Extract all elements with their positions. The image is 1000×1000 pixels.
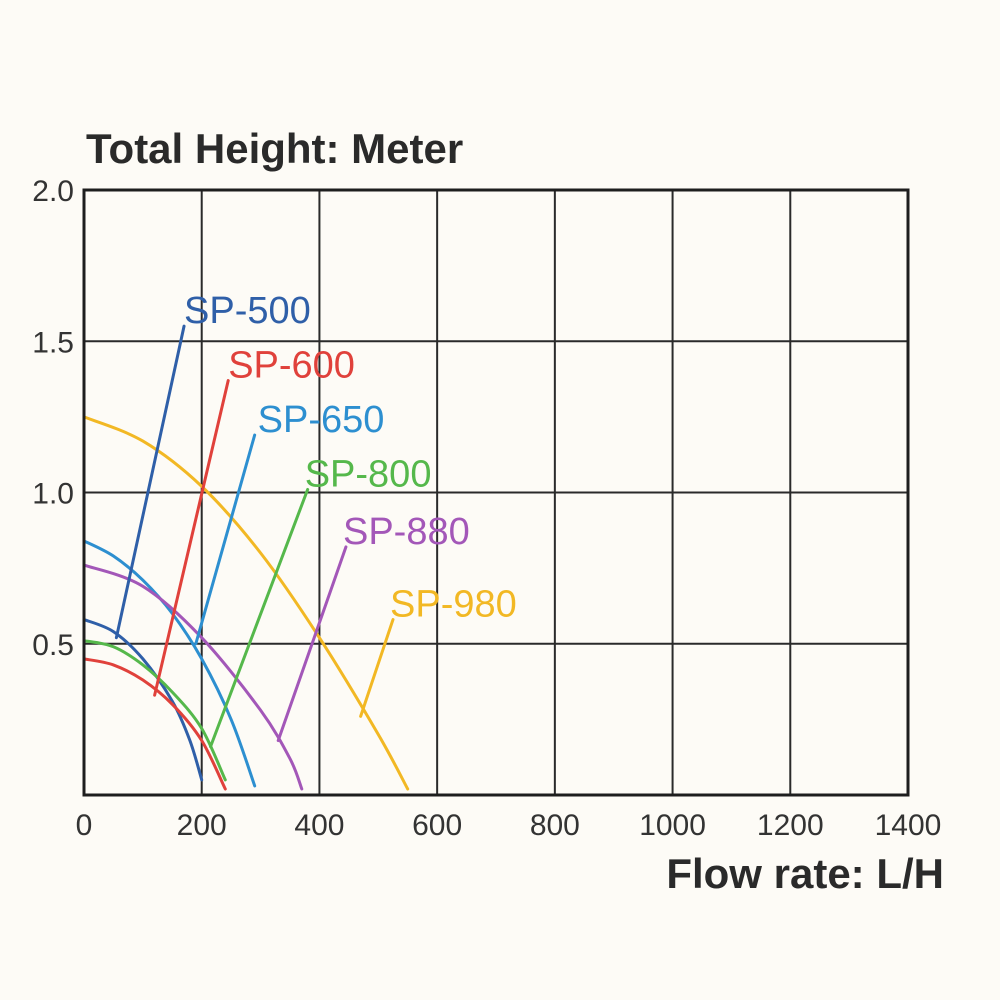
leader-line-sp-800 [209,487,310,749]
leader-line-sp-880 [276,545,348,743]
series-labels: SP-500 SP-600 SP-650 SP-800 SP-880 SP-980 [184,290,517,625]
series-line-sp-600 [82,657,227,791]
x-tick-label: 400 [294,809,344,842]
x-tick-label: 200 [177,809,227,842]
y-tick-label: 1.0 [32,478,74,511]
y-axis-title: Total Height: Meter [86,125,463,172]
series-label-sp-600: SP-600 [228,344,355,386]
y-tick-label: 1.5 [32,326,74,359]
x-tick-label: 1400 [875,809,942,842]
series-label-sp-650: SP-650 [258,399,385,441]
grid-lines [84,190,908,795]
plot-frame [82,188,910,797]
x-tick-label: 1000 [639,809,706,842]
series-label-sp-880: SP-880 [343,511,470,553]
leader-line-sp-600 [153,379,230,697]
x-axis-title: Flow rate: L/H [666,850,944,897]
x-tick-label: 1200 [757,809,824,842]
y-tick-label: 2.0 [32,175,74,208]
leader-line-sp-980 [359,618,395,718]
series-label-sp-500: SP-500 [184,290,311,332]
x-tick-label: 0 [76,809,93,842]
y-tick-label: 0.5 [32,629,74,662]
series-line-sp-880 [82,563,304,791]
x-tick-label: 800 [530,809,580,842]
x-tick-labels: 0 200 400 600 800 1000 1200 1400 [76,809,942,842]
leader-line-sp-500 [114,324,186,640]
series-label-sp-800: SP-800 [305,453,432,495]
x-tick-label: 600 [412,809,462,842]
y-tick-labels: 0.5 1.0 1.5 2.0 [32,175,74,662]
series-line-sp-980 [82,415,410,791]
series-label-sp-980: SP-980 [390,583,517,625]
leader-line-sp-650 [194,433,257,646]
label-leader-lines [114,324,395,749]
